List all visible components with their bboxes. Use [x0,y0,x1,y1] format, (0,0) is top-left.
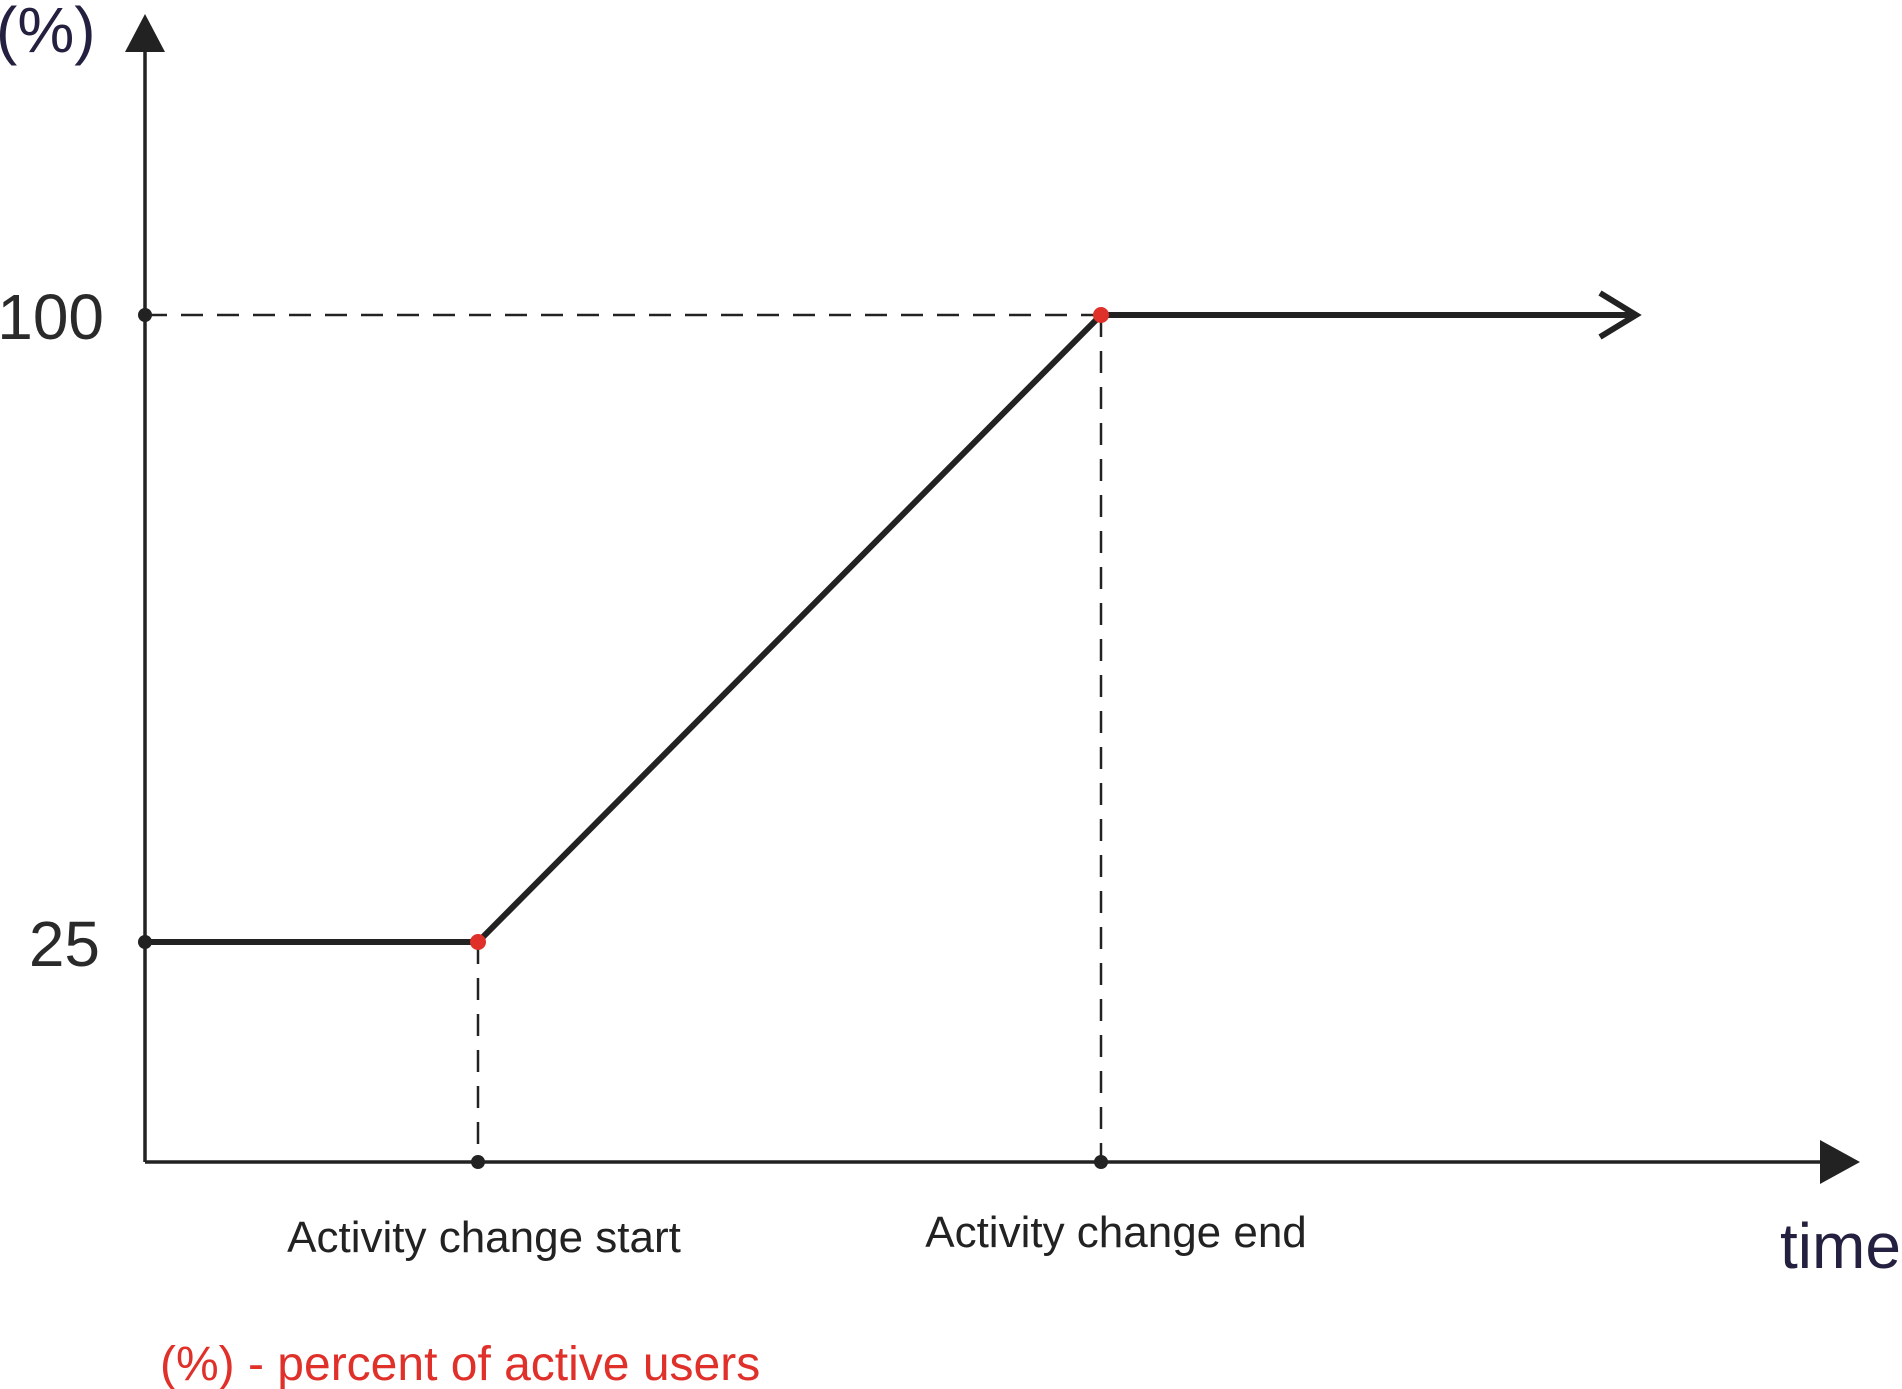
legend-note: (%) - percent of active users [160,1338,760,1389]
activity-change-start-point [470,934,486,950]
y-tick-label: 25 [29,908,100,980]
activity-change-end-label: Activity change end [925,1208,1307,1257]
activity-change-start-label: Activity change start [287,1213,681,1262]
guide-lines [145,313,1103,1162]
x-axis-arrow [1820,1140,1860,1184]
y-axis-arrow [125,14,165,52]
x-marker-end [1094,1155,1108,1169]
y-axis-title: (%) [0,0,96,66]
data-points [138,307,1109,1169]
activity-change-end-point [1093,307,1109,323]
series-arrow [1598,290,1642,340]
y-tick-label: 100 [0,281,104,353]
x-axis-title: time [1780,1210,1901,1282]
y-tick-marker-100 [138,308,152,322]
series-line [145,312,1636,945]
y-tick-marker-25 [138,935,152,949]
x-marker-start [471,1155,485,1169]
axes [125,14,1860,1184]
series [145,290,1642,945]
